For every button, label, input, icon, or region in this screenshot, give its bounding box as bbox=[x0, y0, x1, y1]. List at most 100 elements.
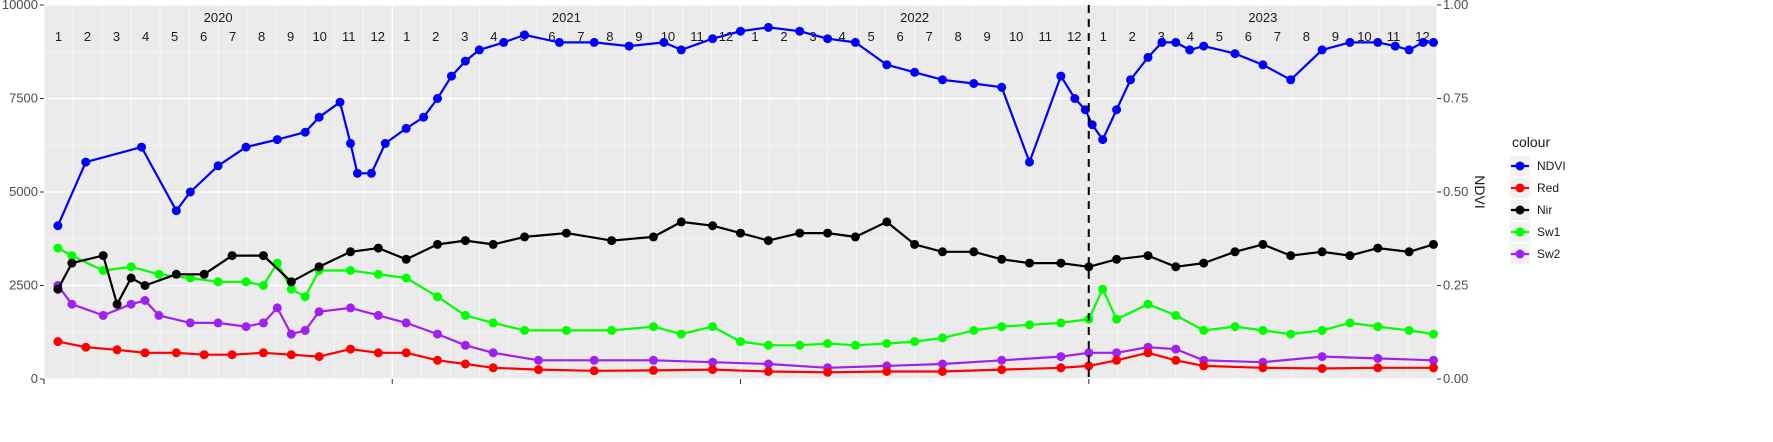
y-tick-label: 10000 bbox=[2, 0, 38, 12]
data-point-ndvi bbox=[474, 45, 484, 55]
data-point-ndvi bbox=[380, 138, 390, 148]
data-point-ndvi bbox=[882, 60, 892, 70]
data-point-nir bbox=[401, 254, 411, 264]
bottom-axis bbox=[43, 379, 1090, 384]
data-point-sw2 bbox=[1112, 348, 1122, 358]
month-label: 6 bbox=[200, 29, 207, 44]
data-point-sw1 bbox=[1345, 318, 1355, 328]
data-point-nir bbox=[1199, 258, 1209, 268]
data-point-sw1 bbox=[241, 277, 251, 287]
data-point-sw1 bbox=[648, 322, 658, 332]
legend-label-sw2: Sw2 bbox=[1537, 247, 1561, 261]
data-point-ndvi bbox=[1070, 94, 1080, 103]
data-point-red bbox=[1171, 355, 1181, 365]
month-label: 6 bbox=[548, 29, 555, 44]
month-label: 11 bbox=[1038, 29, 1052, 44]
data-point-sw1 bbox=[1199, 325, 1209, 335]
data-point-sw1 bbox=[969, 325, 979, 335]
data-point-nir bbox=[1025, 258, 1034, 268]
data-point-sw2 bbox=[938, 359, 947, 369]
data-point-ndvi bbox=[1286, 75, 1296, 85]
data-point-ndvi bbox=[1056, 71, 1066, 81]
data-point-ndvi bbox=[624, 41, 634, 51]
data-point-sw2 bbox=[272, 303, 282, 313]
month-label: 7 bbox=[926, 29, 933, 44]
data-point-nir bbox=[1286, 251, 1296, 261]
data-point-nir bbox=[823, 228, 833, 238]
legend-label-nir: Nir bbox=[1537, 203, 1552, 217]
data-point-sw2 bbox=[708, 357, 718, 367]
data-point-nir bbox=[882, 217, 892, 227]
data-point-sw2 bbox=[1317, 352, 1327, 362]
data-point-ndvi bbox=[554, 37, 564, 47]
data-point-red bbox=[199, 350, 209, 360]
data-point-red bbox=[286, 350, 296, 360]
legend-key-point-nir bbox=[1515, 205, 1525, 215]
data-point-sw2 bbox=[1084, 348, 1094, 358]
data-point-ndvi bbox=[1373, 37, 1383, 47]
data-point-nir bbox=[126, 273, 136, 283]
data-point-ndvi bbox=[433, 94, 442, 103]
data-point-sw1 bbox=[763, 340, 773, 350]
data-point-nir bbox=[171, 269, 181, 279]
data-point-ndvi bbox=[1185, 45, 1195, 55]
series-red bbox=[53, 337, 1438, 377]
legend-title: colour bbox=[1512, 134, 1550, 150]
month-label: 4 bbox=[142, 29, 149, 44]
data-point-red bbox=[81, 342, 91, 352]
month-label: 6 bbox=[896, 29, 903, 44]
data-point-nir bbox=[676, 217, 686, 227]
data-point-nir bbox=[53, 284, 63, 294]
data-point-sw1 bbox=[300, 292, 310, 302]
data-point-red bbox=[534, 365, 543, 375]
data-point-sw1 bbox=[938, 333, 947, 343]
data-point-sw1 bbox=[1056, 318, 1066, 328]
data-point-red bbox=[997, 365, 1007, 375]
data-point-nir bbox=[1084, 262, 1094, 272]
data-point-nir bbox=[488, 239, 498, 249]
data-point-sw1 bbox=[1171, 310, 1181, 320]
y2-axis-title: NDVI bbox=[1472, 175, 1488, 208]
left-axis: 0 2500 5000 7500 10000 bbox=[2, 0, 44, 386]
data-point-ndvi bbox=[241, 142, 251, 152]
y2-tick-label: 0.00 bbox=[1443, 371, 1468, 386]
series-nir bbox=[53, 217, 1438, 309]
data-point-red bbox=[433, 355, 442, 365]
y2-tick-label: 1.00 bbox=[1443, 0, 1468, 12]
data-point-sw1 bbox=[346, 266, 355, 275]
month-label: 3 bbox=[461, 29, 468, 44]
data-point-sw2 bbox=[1373, 353, 1383, 363]
data-point-red bbox=[112, 345, 122, 355]
data-point-ndvi bbox=[499, 37, 509, 47]
data-point-red bbox=[648, 365, 658, 375]
month-label: 7 bbox=[1274, 29, 1281, 44]
data-point-ndvi bbox=[938, 75, 947, 85]
data-point-sw1 bbox=[488, 318, 498, 328]
data-point-ndvi bbox=[1258, 60, 1268, 70]
data-point-sw2 bbox=[98, 310, 108, 320]
data-point-sw1 bbox=[185, 273, 195, 283]
data-point-nir bbox=[561, 228, 571, 238]
data-point-ndvi bbox=[1230, 49, 1240, 59]
legend-key-point-red bbox=[1515, 183, 1525, 193]
data-point-ndvi bbox=[736, 26, 745, 36]
data-point-red bbox=[1373, 363, 1383, 373]
data-point-ndvi bbox=[1080, 105, 1090, 115]
data-point-ndvi bbox=[447, 71, 456, 81]
data-point-sw2 bbox=[763, 359, 773, 369]
data-point-ndvi bbox=[520, 30, 530, 40]
data-point-sw2 bbox=[241, 322, 251, 332]
month-label: 1 bbox=[1100, 29, 1107, 44]
data-point-ndvi bbox=[1199, 41, 1209, 51]
month-label: 2 bbox=[780, 29, 787, 44]
y2-tick-label: 0.75 bbox=[1443, 91, 1468, 106]
data-point-sw1 bbox=[795, 340, 805, 350]
data-point-ndvi bbox=[1098, 135, 1108, 145]
data-point-nir bbox=[112, 299, 122, 309]
month-label: 9 bbox=[984, 29, 991, 44]
data-point-ndvi bbox=[352, 168, 362, 178]
data-point-sw1 bbox=[1025, 320, 1034, 330]
month-label: 12 bbox=[1067, 29, 1081, 44]
month-label: 9 bbox=[635, 29, 642, 44]
